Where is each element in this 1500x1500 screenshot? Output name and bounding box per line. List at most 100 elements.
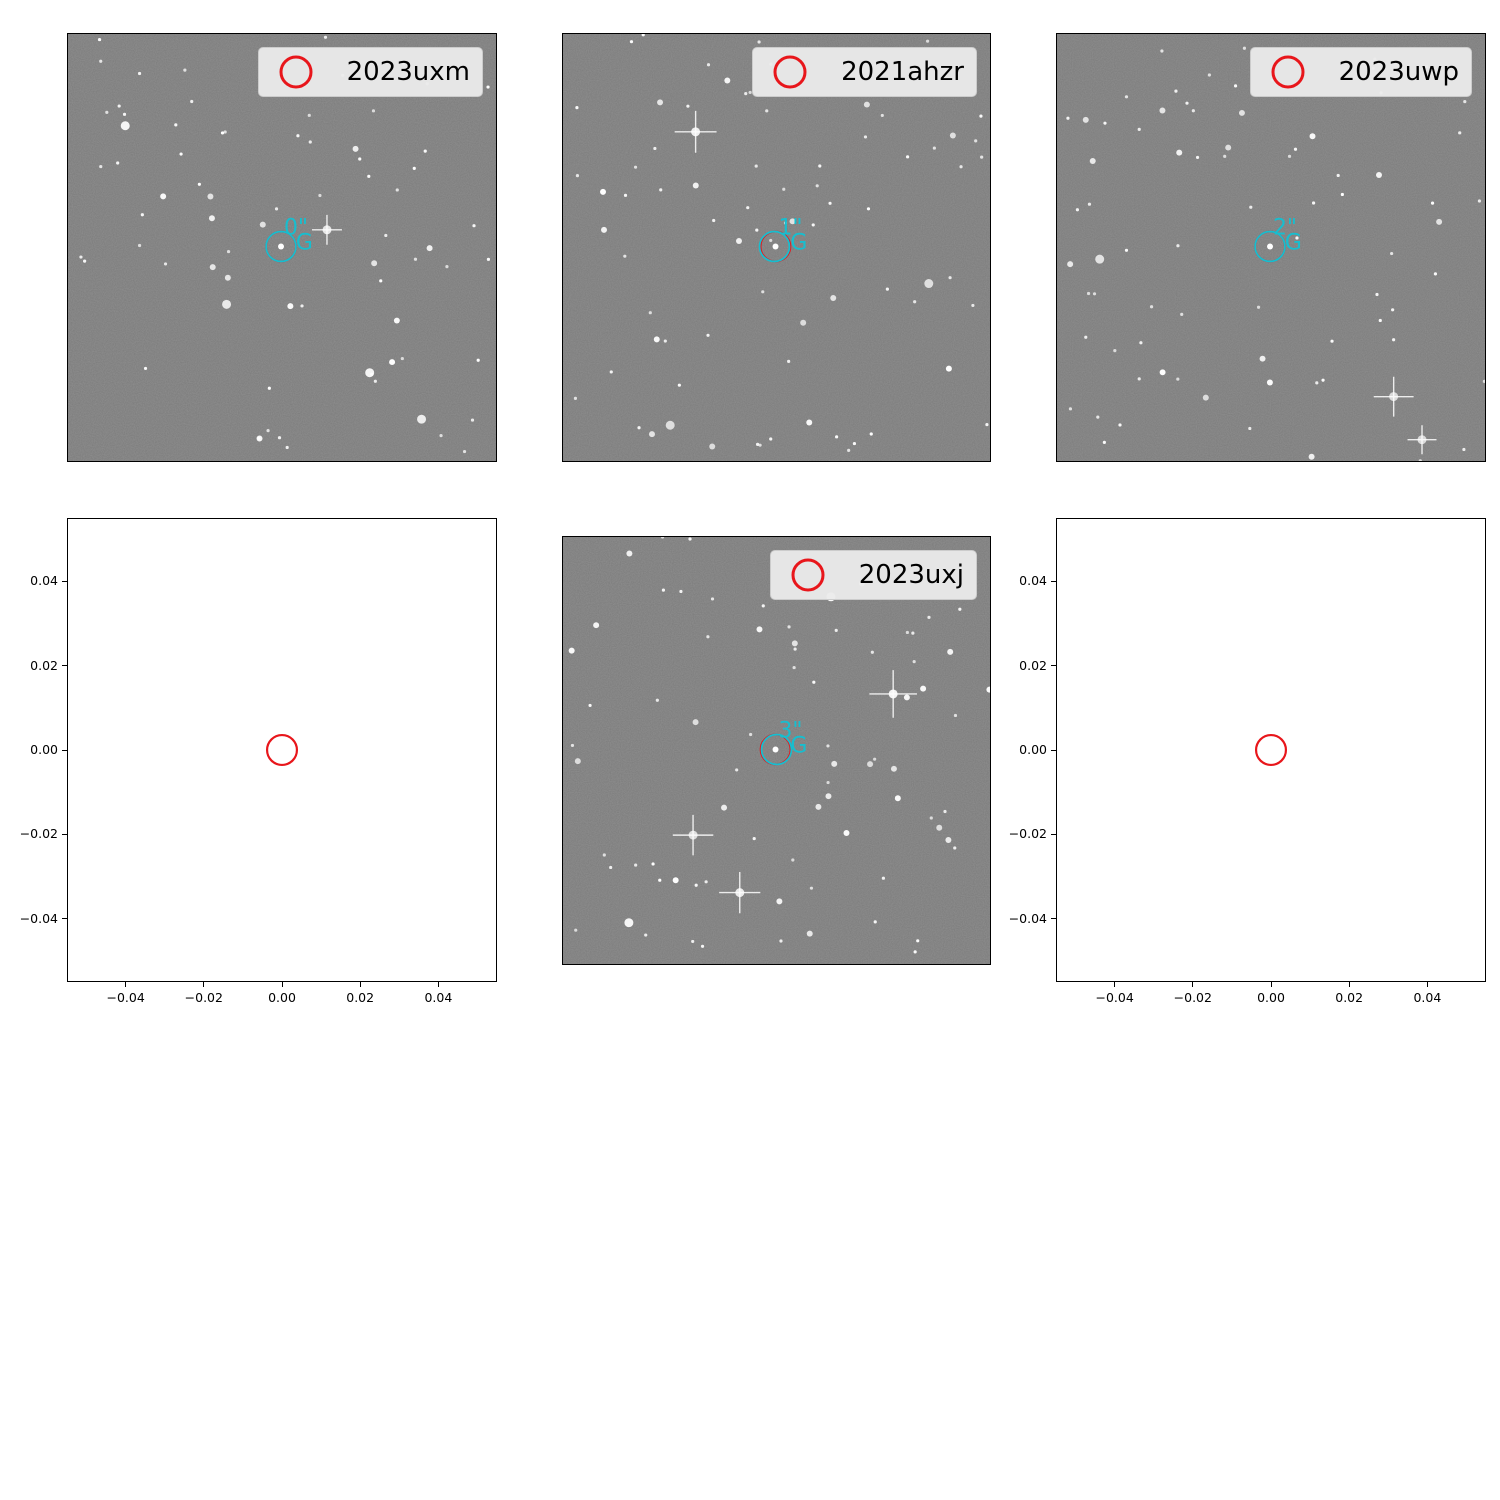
x-tick-label: 0.02: [346, 990, 375, 1005]
star: [609, 370, 613, 374]
star: [1139, 341, 1143, 345]
star: [958, 607, 962, 611]
star: [905, 155, 910, 159]
star: [979, 114, 983, 118]
axes-plot-area: [265, 733, 299, 767]
star: [1159, 107, 1166, 114]
star: [661, 588, 666, 592]
star: [609, 865, 613, 870]
legend: 2023uxm: [257, 47, 483, 97]
star: [793, 647, 797, 651]
star: [1321, 378, 1325, 382]
star: [769, 437, 773, 441]
star: [637, 426, 641, 430]
star: [648, 431, 655, 438]
star: [267, 386, 271, 390]
star: [1102, 440, 1106, 444]
star: [903, 694, 910, 701]
star: [470, 418, 475, 422]
star: [779, 939, 783, 943]
star: [974, 139, 978, 143]
star: [1160, 49, 1164, 53]
star: [1312, 201, 1316, 205]
star: [1176, 244, 1180, 248]
star: [746, 206, 750, 210]
star: [913, 950, 917, 954]
legend-label: 2023uxm: [346, 57, 470, 87]
star: [1174, 89, 1178, 93]
y-tick-label: 0.04: [30, 573, 58, 589]
star: [985, 422, 989, 427]
star: [570, 743, 575, 748]
star: [207, 193, 214, 200]
host-distance-label: 3": [778, 719, 802, 744]
x-tick-mark: [359, 982, 361, 987]
cutout-panel-3: 2" G 2023uwp: [1056, 33, 1486, 462]
star: [223, 130, 227, 134]
legend: 2023uxj: [769, 550, 977, 600]
star: [588, 703, 592, 708]
star-spike: [1407, 425, 1437, 455]
star: [99, 164, 103, 169]
star: [117, 104, 121, 108]
star: [296, 134, 300, 138]
star: [927, 615, 931, 619]
star: [791, 858, 795, 862]
star: [1293, 147, 1298, 151]
star: [710, 597, 715, 601]
star: [574, 928, 578, 932]
star: [308, 140, 312, 144]
star: [486, 257, 491, 261]
star: [105, 110, 109, 114]
y-tick-label: 0.02: [30, 657, 58, 673]
star: [1096, 415, 1100, 419]
legend-red-circle-marker: [1271, 55, 1305, 89]
star: [826, 744, 830, 748]
star: [945, 836, 952, 843]
legend-label: 2021ahzr: [841, 57, 964, 87]
x-tick-mark: [203, 982, 205, 987]
host-tag-label: G: [790, 733, 807, 758]
legend: 2021ahzr: [752, 47, 977, 97]
star: [815, 803, 822, 810]
star: [1113, 349, 1117, 353]
star: [641, 34, 645, 37]
star: [735, 768, 739, 772]
star: [986, 686, 990, 693]
star: [97, 37, 102, 42]
star: [1375, 292, 1379, 297]
empty-axes-panel-6: [1056, 518, 1486, 982]
central-source: [772, 243, 779, 250]
star: [179, 152, 183, 156]
star: [870, 650, 874, 654]
star: [776, 898, 783, 905]
star: [568, 647, 575, 654]
star: [358, 157, 362, 161]
star: [863, 101, 870, 108]
star: [812, 680, 816, 684]
y-tick-label: −0.02: [1008, 826, 1047, 842]
star: [1309, 133, 1316, 140]
star: [648, 311, 652, 315]
star: [426, 245, 433, 252]
host-cyan-circle: [760, 733, 793, 766]
star: [811, 223, 815, 227]
star: [761, 290, 765, 294]
star: [287, 303, 294, 310]
cutout-panel-5: 3" G 2023uxj: [562, 536, 991, 965]
star: [413, 257, 418, 261]
axes-plot-area: [1254, 733, 1288, 767]
star: [1082, 116, 1089, 123]
star: [663, 339, 667, 343]
star: [852, 441, 857, 446]
x-tick-label: 0.04: [1413, 990, 1442, 1005]
star: [224, 274, 231, 281]
star: [1308, 453, 1315, 460]
star: [1458, 131, 1462, 135]
star: [208, 215, 215, 222]
star: [1336, 173, 1340, 178]
star-spike: [672, 814, 714, 856]
star: [959, 165, 963, 169]
star: [1092, 292, 1097, 296]
star: [885, 287, 889, 291]
